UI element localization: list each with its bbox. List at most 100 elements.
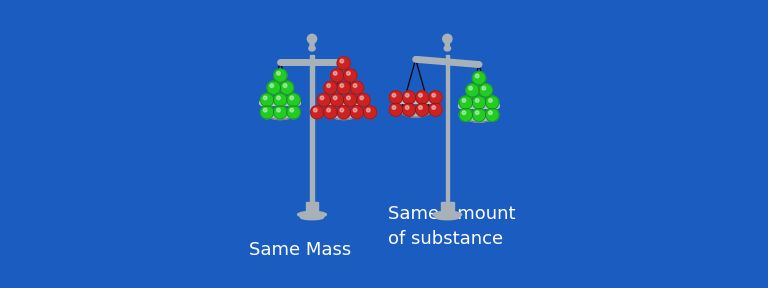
Circle shape (472, 96, 485, 109)
Circle shape (432, 93, 435, 97)
Circle shape (276, 96, 280, 100)
Ellipse shape (309, 46, 315, 51)
Polygon shape (263, 111, 297, 120)
Circle shape (472, 108, 485, 122)
Circle shape (330, 93, 344, 107)
Ellipse shape (310, 59, 314, 65)
Circle shape (350, 81, 363, 94)
Circle shape (482, 86, 485, 90)
Circle shape (442, 34, 452, 43)
Circle shape (402, 91, 415, 104)
Circle shape (276, 71, 280, 75)
Circle shape (406, 106, 409, 109)
Circle shape (343, 93, 357, 107)
Circle shape (488, 98, 492, 102)
Circle shape (353, 108, 357, 112)
Circle shape (337, 106, 350, 119)
Circle shape (263, 96, 267, 100)
Circle shape (263, 108, 267, 112)
Circle shape (333, 71, 337, 75)
Polygon shape (327, 111, 360, 120)
Circle shape (402, 103, 415, 116)
Circle shape (330, 69, 344, 82)
Circle shape (273, 93, 287, 107)
Circle shape (465, 84, 479, 97)
Ellipse shape (445, 41, 449, 48)
Circle shape (340, 59, 344, 63)
Ellipse shape (444, 46, 451, 51)
Circle shape (324, 106, 337, 119)
Circle shape (479, 84, 492, 97)
Circle shape (260, 106, 273, 119)
Circle shape (337, 56, 350, 70)
Ellipse shape (436, 215, 458, 220)
Circle shape (340, 84, 344, 88)
Circle shape (260, 93, 273, 107)
Circle shape (357, 93, 370, 107)
Circle shape (290, 96, 293, 100)
Circle shape (363, 106, 377, 119)
Circle shape (270, 84, 273, 88)
Circle shape (475, 98, 479, 102)
Circle shape (419, 106, 422, 109)
Circle shape (326, 108, 330, 112)
Circle shape (419, 93, 422, 97)
Circle shape (337, 81, 350, 94)
Circle shape (360, 96, 363, 100)
Circle shape (429, 103, 442, 116)
Circle shape (366, 108, 370, 112)
Circle shape (488, 111, 492, 115)
Circle shape (350, 106, 363, 119)
Bar (445, 55, 449, 216)
Circle shape (462, 111, 465, 115)
Bar (441, 202, 454, 217)
Circle shape (320, 96, 324, 100)
Circle shape (326, 84, 330, 88)
Circle shape (333, 96, 337, 100)
Circle shape (290, 108, 293, 112)
Ellipse shape (298, 211, 326, 218)
Circle shape (340, 108, 344, 112)
Ellipse shape (433, 211, 462, 218)
Circle shape (389, 91, 402, 104)
Circle shape (317, 93, 330, 107)
Polygon shape (462, 114, 495, 122)
Circle shape (475, 74, 479, 78)
Circle shape (280, 81, 293, 94)
Circle shape (283, 84, 287, 88)
Circle shape (429, 91, 442, 104)
Circle shape (346, 71, 350, 75)
Ellipse shape (300, 215, 323, 220)
Circle shape (273, 106, 287, 119)
Circle shape (353, 84, 357, 88)
Circle shape (343, 69, 357, 82)
Circle shape (475, 111, 479, 115)
Circle shape (313, 108, 317, 112)
Circle shape (406, 93, 409, 97)
Circle shape (287, 93, 300, 107)
Circle shape (462, 98, 465, 102)
Circle shape (310, 106, 324, 119)
Circle shape (273, 69, 287, 82)
Circle shape (485, 108, 499, 122)
Circle shape (276, 108, 280, 112)
Circle shape (389, 103, 402, 116)
Circle shape (415, 91, 429, 104)
Circle shape (324, 81, 337, 94)
Circle shape (485, 96, 499, 109)
Circle shape (468, 86, 472, 90)
Circle shape (459, 108, 472, 122)
Bar (310, 55, 313, 216)
Ellipse shape (310, 41, 314, 48)
Circle shape (287, 106, 300, 119)
Circle shape (267, 81, 280, 94)
Circle shape (459, 96, 472, 109)
Text: Same Amount
of substance: Same Amount of substance (389, 205, 516, 248)
Ellipse shape (445, 59, 449, 65)
Circle shape (472, 71, 485, 85)
Text: Same Mass: Same Mass (249, 241, 351, 259)
Circle shape (432, 106, 435, 109)
Circle shape (415, 103, 429, 116)
Circle shape (392, 106, 396, 109)
Bar (306, 202, 318, 217)
